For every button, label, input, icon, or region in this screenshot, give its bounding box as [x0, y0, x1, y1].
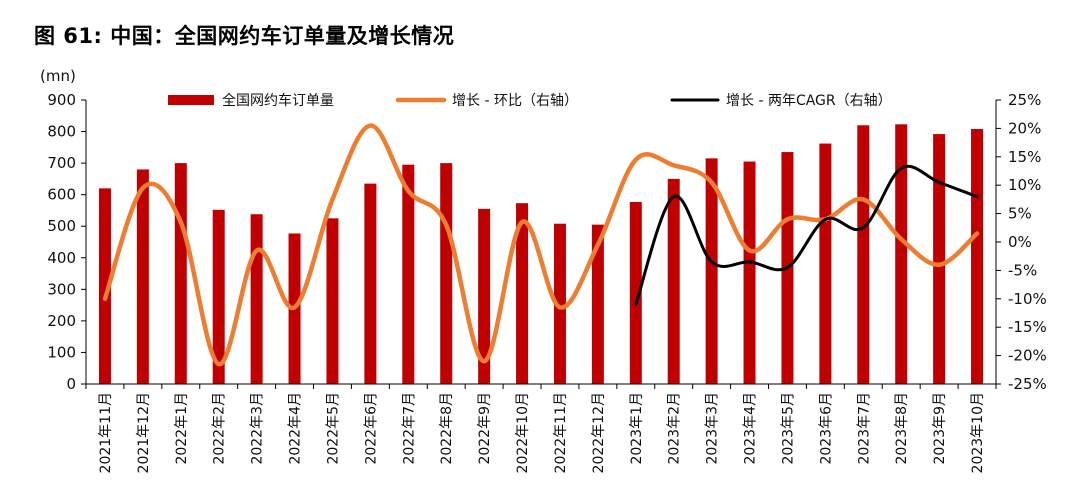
- y2-tick-label: 0%: [1008, 233, 1032, 251]
- x-tick-label: 2022年10月: [515, 392, 531, 473]
- legend-label: 全国网约车订单量: [222, 92, 334, 109]
- bar: [364, 183, 377, 384]
- y-tick-label: 900: [47, 91, 76, 109]
- y-tick-label: 600: [47, 186, 76, 204]
- x-tick-label: 2022年4月: [288, 392, 304, 465]
- y-tick-label: 700: [47, 154, 76, 172]
- y-tick-label: 0: [66, 375, 76, 393]
- x-tick-label: 2022年6月: [363, 392, 379, 465]
- legend-label: 增长 - 环比（右轴）: [452, 93, 578, 109]
- y2-tick-label: 5%: [1008, 205, 1032, 223]
- bar: [98, 188, 111, 384]
- y2-tick-label: 20%: [1008, 119, 1041, 137]
- x-tick-label: 2023年9月: [932, 392, 948, 465]
- bar: [478, 208, 491, 384]
- bar: [971, 129, 984, 384]
- x-tick-label: 2022年12月: [591, 392, 607, 473]
- x-tick-label: 2021年12月: [136, 392, 152, 473]
- legend-swatch-bar: [168, 95, 214, 105]
- x-tick-label: 2021年11月: [98, 392, 114, 473]
- bar: [591, 224, 604, 384]
- x-tick-label: 2023年1月: [629, 392, 645, 465]
- x-tick-label: 2023年4月: [743, 392, 759, 465]
- y-tick-label: 200: [47, 312, 76, 330]
- legend-label: 增长 - 两年CAGR（右轴）: [726, 93, 892, 109]
- y2-tick-label: 10%: [1008, 176, 1041, 194]
- x-tick-label: 2023年2月: [667, 392, 683, 465]
- legend: 全国网约车订单量 增长 - 环比（右轴） 增长 - 两年CAGR（右轴）: [168, 92, 892, 109]
- x-tick-label: 2023年8月: [894, 392, 910, 465]
- y2-tick-label: -25%: [1008, 375, 1047, 393]
- bar: [516, 203, 529, 384]
- x-tick-label: 2022年2月: [212, 392, 228, 465]
- y-tick-label: 400: [47, 249, 76, 267]
- bar: [895, 124, 908, 384]
- axes: 0 100 200 300 400 500 600 700 800 900 -25% -20% -15%…: [47, 91, 1046, 473]
- y-tick-label: 300: [47, 280, 76, 298]
- bar: [857, 125, 870, 384]
- y2-tick-label: -10%: [1008, 290, 1047, 308]
- bar: [326, 218, 339, 384]
- x-tick-label: 2023年3月: [705, 392, 721, 465]
- y2-tick-label: 25%: [1008, 91, 1041, 109]
- x-tick-label: 2023年5月: [780, 392, 796, 465]
- y2-tick-label: -5%: [1008, 261, 1037, 279]
- x-tick-label: 2022年1月: [174, 392, 190, 465]
- x-tick-label: 2023年10月: [970, 392, 986, 473]
- x-tick-label: 2022年11月: [553, 392, 569, 473]
- y-tick-label: 800: [47, 123, 76, 141]
- cagr-growth-line: [634, 164, 979, 306]
- bar: [174, 163, 187, 384]
- y2-tick-label: -15%: [1008, 318, 1047, 336]
- bar-series: [98, 124, 984, 384]
- y2-tick-label: -20%: [1008, 347, 1047, 365]
- bar: [440, 163, 453, 384]
- bar: [553, 223, 566, 384]
- figure-title: 图 61: 中国：全国网约车订单量及增长情况: [34, 24, 455, 48]
- bar: [402, 164, 415, 384]
- bar: [212, 209, 225, 384]
- y2-tick-label: 15%: [1008, 148, 1041, 166]
- bar: [819, 143, 832, 384]
- x-tick-label: 2022年9月: [477, 392, 493, 465]
- bar: [743, 161, 756, 384]
- bar: [136, 169, 149, 384]
- x-tick-label: 2023年7月: [856, 392, 872, 465]
- bar: [250, 214, 263, 384]
- x-tick-label: 2022年8月: [439, 392, 455, 465]
- y-tick-label: 100: [47, 343, 76, 361]
- bar: [667, 178, 680, 384]
- y-tick-label: 500: [47, 217, 76, 235]
- y-axis-unit-label: (mn): [40, 67, 76, 85]
- x-tick-label: 2023年6月: [818, 392, 834, 465]
- x-tick-label: 2022年5月: [325, 392, 341, 465]
- x-tick-label: 2022年3月: [250, 392, 266, 465]
- bar: [629, 201, 642, 384]
- line-series: [102, 123, 980, 367]
- mom-growth-line: [102, 123, 980, 367]
- bar: [933, 134, 946, 384]
- bar: [705, 158, 718, 384]
- x-tick-label: 2022年7月: [401, 392, 417, 465]
